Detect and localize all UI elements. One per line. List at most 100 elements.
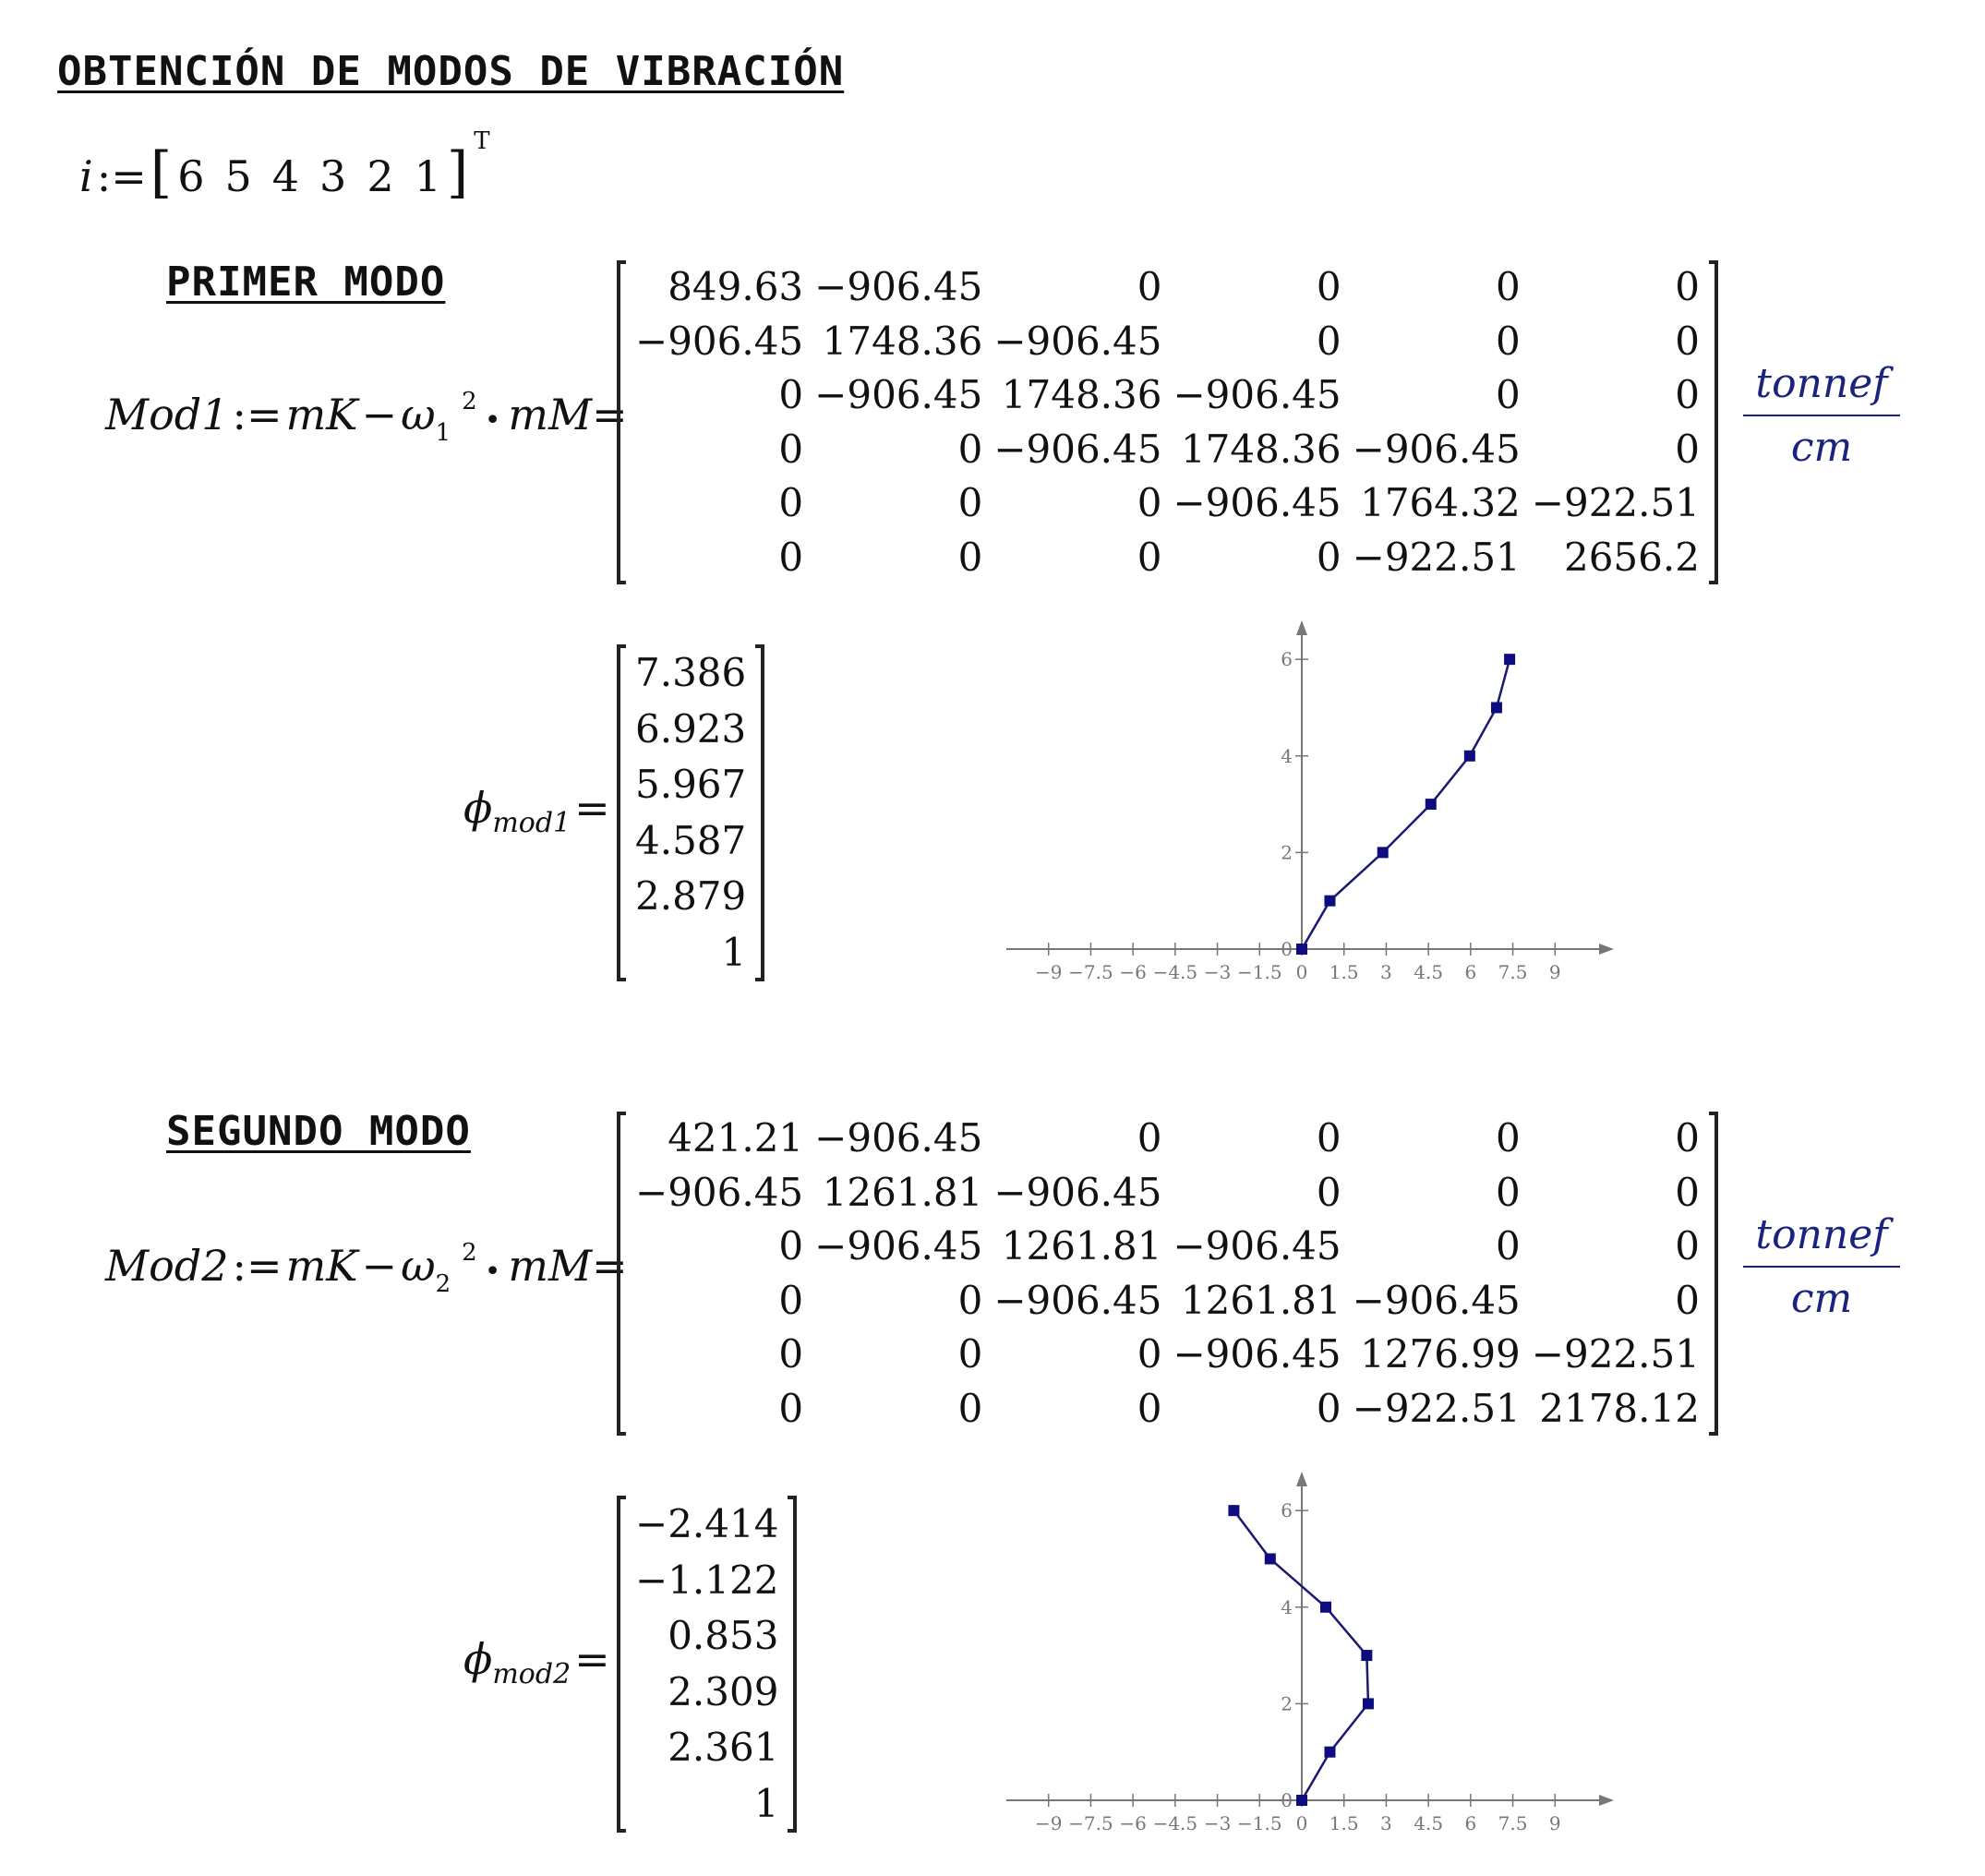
assign-operator: := — [96, 151, 147, 201]
x-tick-label: 6 — [1464, 1812, 1476, 1834]
matrix-cell: 0 — [1137, 1331, 1162, 1377]
matrix-cell: 0 — [1137, 1115, 1162, 1160]
mode2-label: Mod2 — [105, 1241, 229, 1291]
matrix-cell: 0 — [957, 1277, 983, 1323]
mode2-equation: Mod2 := mK − ω 2 2 • mM = — [105, 1239, 628, 1298]
y-tick-label: 2 — [1281, 1692, 1293, 1714]
matrix-cell: −906.45 — [1352, 426, 1521, 472]
matrix-cell: 0 — [1675, 318, 1700, 364]
matrix-cell: 0 — [957, 426, 983, 472]
x-tick-label: −1.5 — [1237, 1812, 1282, 1834]
matrix-row: 421.21 −906.45 0 0 0 0 — [630, 1112, 1705, 1166]
matrix-cell: 2178.12 — [1539, 1385, 1700, 1431]
x-tick-label: −7.5 — [1068, 1812, 1113, 1834]
matrix-cell: 0 — [1675, 426, 1700, 472]
matrix-row: 0 −906.45 1748.36 −906.45 0 0 — [630, 368, 1705, 423]
left-bracket: [ — [150, 140, 173, 205]
mode2-matrix-table: 421.21 −906.45 0 0 0 0 −906.45 1261.81 −906.45 0 0… — [630, 1112, 1705, 1436]
assign-operator: := — [232, 390, 283, 439]
matrix-cell: 0 — [1496, 264, 1521, 309]
matrix-row: 0 0 0 0 −922.51 2178.12 — [630, 1382, 1705, 1437]
x-tick-label: −7.5 — [1068, 961, 1113, 983]
x-tick-label: −6 — [1119, 1812, 1146, 1834]
matrix-cell: −906.45 — [1173, 480, 1341, 525]
phi-mod2-label: ϕ mod2 = — [463, 1634, 610, 1690]
data-point — [1361, 1650, 1373, 1662]
vector-row: 0.853 — [632, 1609, 782, 1664]
unit-numerator: tonnef — [1755, 1211, 1888, 1258]
square-exponent: 2 — [462, 1239, 477, 1267]
phi-mod1-table: 7.386 6.923 5.967 4.587 2.879 1 — [630, 644, 752, 981]
x-tick-label: −4.5 — [1153, 961, 1198, 983]
y-tick-label: 6 — [1281, 648, 1293, 670]
fraction-bar — [1743, 415, 1900, 416]
data-point — [1377, 847, 1389, 859]
vector-row: 5.967 — [632, 758, 750, 812]
omega-symbol: ω — [401, 1241, 436, 1291]
transpose-marker: T — [474, 127, 490, 155]
matrix-cell: 0 — [1316, 1169, 1341, 1215]
data-point — [1504, 654, 1516, 666]
matrix-cell: −906.45 — [635, 1169, 804, 1215]
mode2-heading: SEGUNDO MODO — [166, 1108, 471, 1155]
mode1-heading: PRIMER MODO — [166, 259, 446, 306]
vector-cell: 4.587 — [635, 817, 747, 863]
matrix-cell: −922.51 — [1531, 480, 1700, 525]
matrix-cell: −906.45 — [1173, 1331, 1341, 1377]
x-tick-label: 1.5 — [1329, 1812, 1359, 1834]
mode1-matrix-table: 849.63 −906.45 0 0 0 0 −906.45 1748.36 −906.45 0 0… — [630, 260, 1705, 584]
equals-operator: = — [574, 1634, 610, 1684]
matrix-cell: 0 — [1316, 1115, 1341, 1160]
phi-subscript: mod1 — [492, 807, 571, 839]
mode2-matrix: 421.21 −906.45 0 0 0 0 −906.45 1261.81 −906.45 0 0… — [617, 1112, 1718, 1436]
data-point — [1296, 944, 1307, 955]
mode2-unit: tonnef cm — [1743, 1211, 1900, 1322]
page-title: OBTENCIÓN DE MODOS DE VIBRACIÓN — [57, 48, 845, 95]
equals-operator: = — [574, 783, 610, 833]
matrix-cell: 1276.99 — [1360, 1331, 1521, 1377]
x-axis-arrow — [1599, 944, 1614, 955]
matrix-cell: 1748.36 — [1001, 372, 1162, 417]
matrix-cell: 0 — [1675, 1115, 1700, 1160]
matrix-cell: 0 — [778, 534, 804, 580]
right-bracket: ] — [446, 140, 469, 205]
vector-row: 6.923 — [632, 703, 750, 757]
vector-row: 2.879 — [632, 870, 750, 924]
index-value: 4 — [271, 151, 300, 201]
index-value: 2 — [367, 151, 394, 201]
matrix-cell: 0 — [778, 1223, 804, 1269]
matrix-row: −906.45 1261.81 −906.45 0 0 0 — [630, 1166, 1705, 1221]
index-variable: i — [79, 151, 93, 201]
data-point — [1228, 1505, 1240, 1517]
omega-subscript: 2 — [435, 1270, 451, 1298]
unit-denominator: cm — [1790, 1275, 1853, 1322]
y-tick-label: 4 — [1281, 745, 1293, 767]
matrix-cell: −906.45 — [1352, 1277, 1521, 1323]
matrix-cell: 0 — [1496, 1115, 1521, 1160]
matrix-cell: 849.63 — [668, 264, 804, 309]
data-point — [1362, 1698, 1374, 1710]
matrix-row: 0 0 −906.45 1261.81 −906.45 0 — [630, 1274, 1705, 1329]
vector-cell: 1 — [721, 929, 747, 975]
matrix-row: −906.45 1748.36 −906.45 0 0 0 — [630, 315, 1705, 369]
multiply-operator: • — [484, 1256, 501, 1288]
index-value: 1 — [414, 151, 441, 201]
index-value: 5 — [224, 151, 252, 201]
x-tick-label: 9 — [1549, 1812, 1561, 1834]
matrix-row: 0 0 0 −906.45 1764.32 −922.51 — [630, 476, 1705, 531]
matrix-cell: 0 — [1675, 372, 1700, 417]
omega-subscript: 1 — [435, 419, 451, 447]
matrix-cell: 0 — [957, 1331, 983, 1377]
y-tick-label: 6 — [1281, 1499, 1293, 1521]
mode1-label: Mod1 — [105, 390, 229, 439]
minus-operator: − — [361, 390, 398, 439]
vector-row: −1.122 — [632, 1554, 782, 1608]
matrix-cell: 1748.36 — [1180, 426, 1341, 472]
matrix-cell: 1764.32 — [1360, 480, 1521, 525]
vector-row: 4.587 — [632, 814, 750, 869]
omega-symbol: ω — [401, 390, 436, 439]
mass-symbol: mM — [508, 1241, 593, 1291]
matrix-row: 0 0 −906.45 1748.36 −906.45 0 — [630, 423, 1705, 477]
